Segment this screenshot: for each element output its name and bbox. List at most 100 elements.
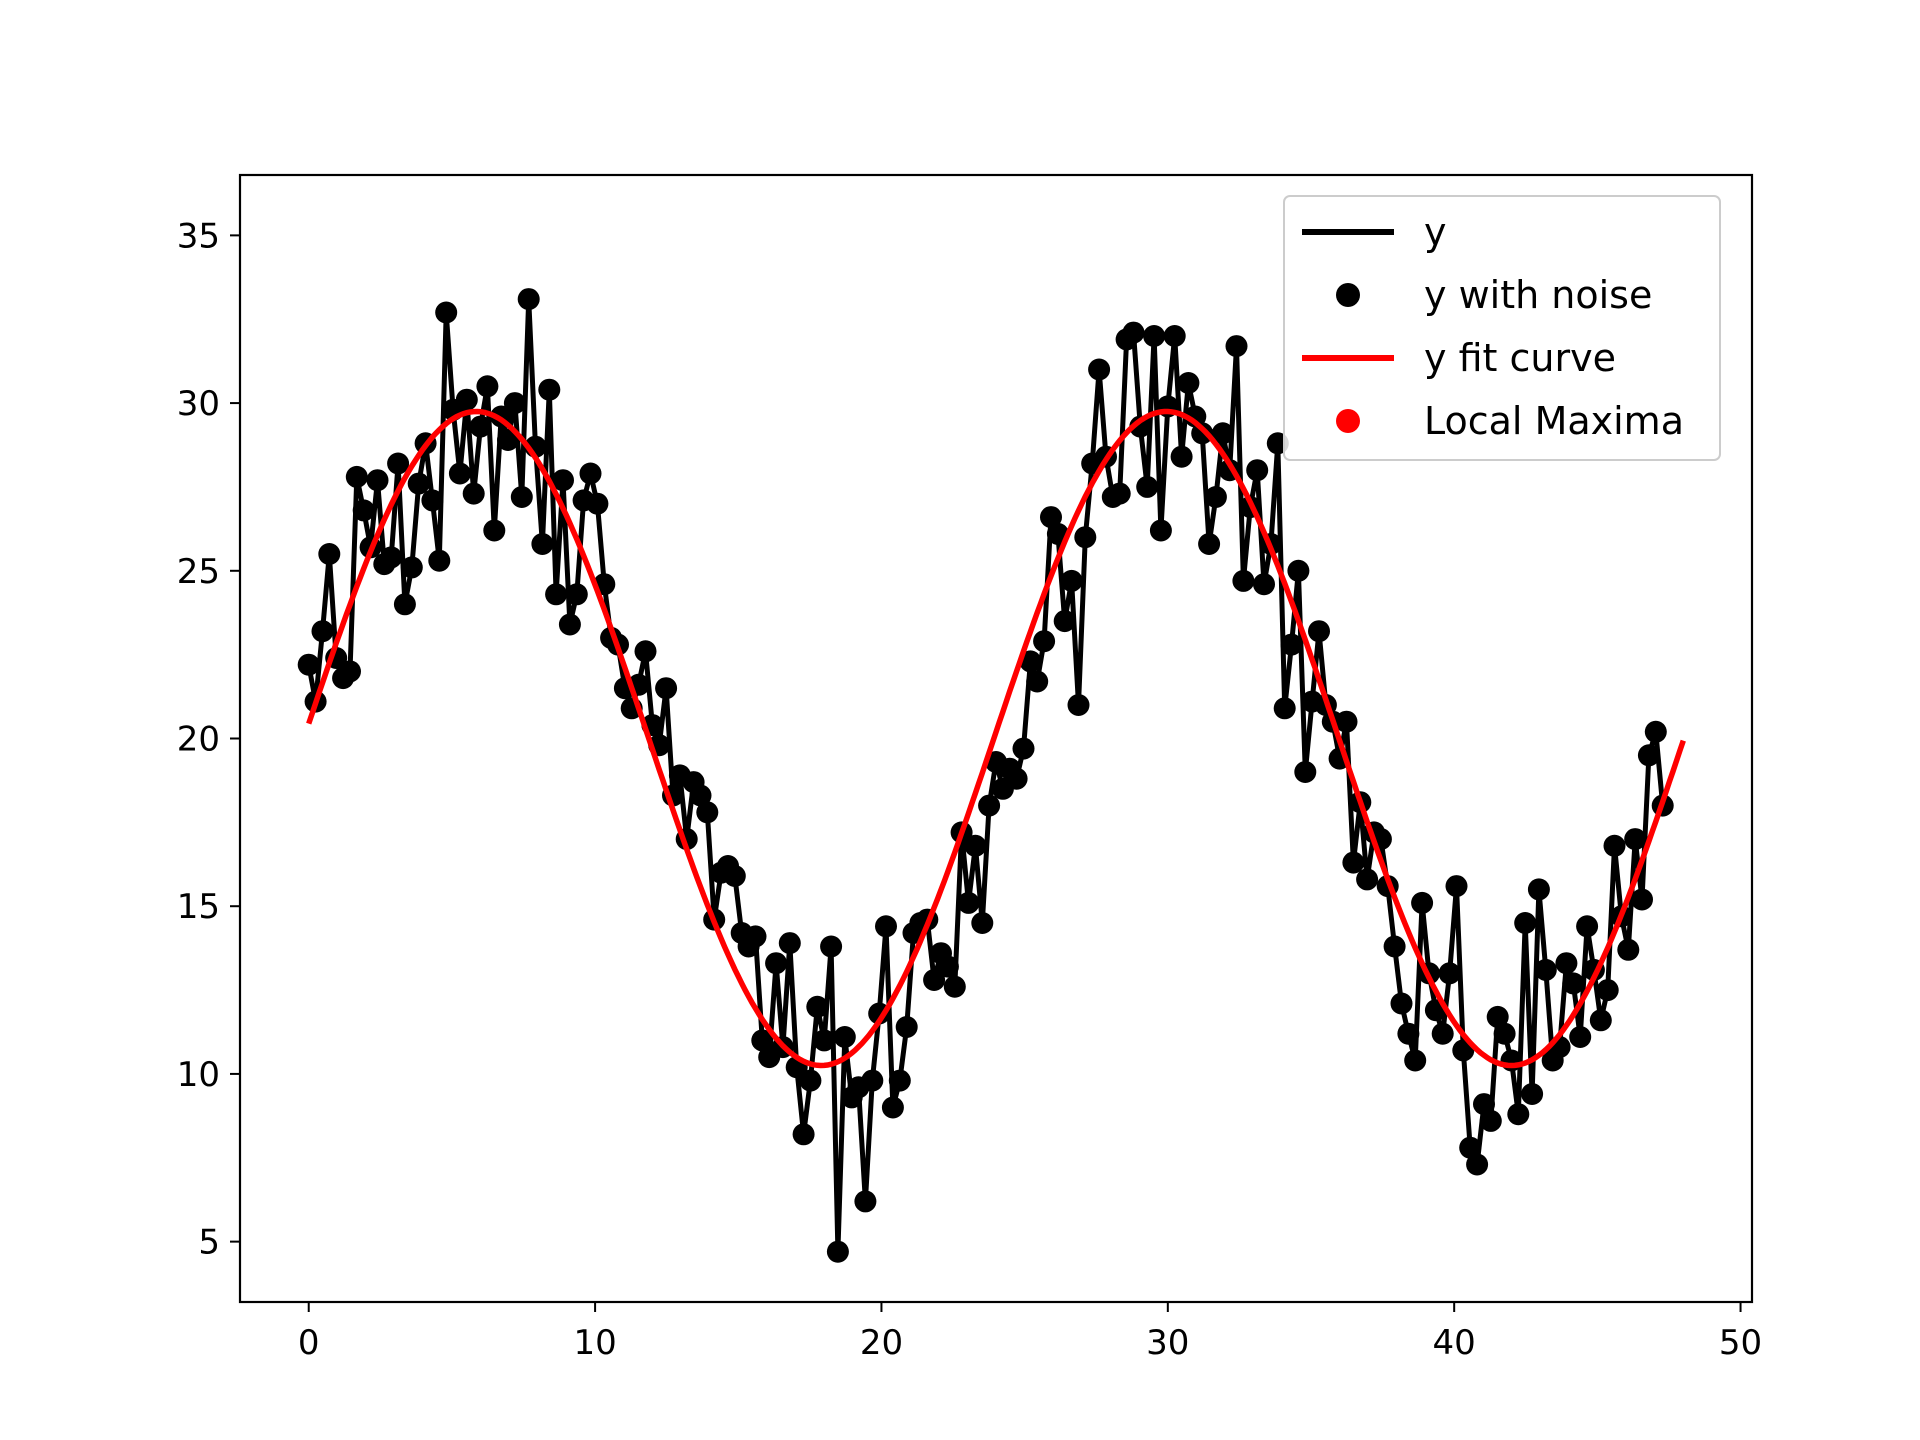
noise-point xyxy=(1005,767,1028,790)
noise-point xyxy=(1053,610,1076,633)
noise-point xyxy=(936,955,959,978)
y-tick-label: 35 xyxy=(177,216,220,256)
noise-point xyxy=(957,891,980,914)
noise-point xyxy=(1521,1083,1544,1105)
noise-point xyxy=(510,486,533,508)
noise-point xyxy=(655,677,678,700)
noise-point xyxy=(1445,875,1468,898)
y-tick-label: 5 xyxy=(198,1223,220,1263)
noise-point xyxy=(469,415,492,438)
noise-point xyxy=(1177,372,1200,394)
noise-point xyxy=(1644,720,1667,743)
noise-point xyxy=(1562,972,1585,995)
y-tick-label: 20 xyxy=(177,720,220,760)
noise-point xyxy=(1232,569,1255,592)
noise-point xyxy=(1060,569,1083,592)
noise-point xyxy=(1637,744,1660,767)
plot-area xyxy=(297,288,1686,1263)
noise-point xyxy=(799,1069,822,1092)
noise-point xyxy=(1136,475,1159,498)
noise-point xyxy=(318,543,341,565)
noise-point xyxy=(400,556,423,579)
noise-point xyxy=(978,794,1001,817)
noise-point xyxy=(1631,888,1653,911)
noise-point xyxy=(1356,868,1379,891)
noise-point xyxy=(861,1069,884,1092)
y-tick-label: 10 xyxy=(177,1055,220,1095)
noise-point xyxy=(1294,761,1317,783)
noise-point xyxy=(1211,422,1234,445)
noise-point xyxy=(558,613,581,636)
noise-point xyxy=(634,640,657,663)
noise-point xyxy=(339,660,361,683)
noise-point xyxy=(765,952,788,975)
noise-point xyxy=(1603,834,1626,857)
noise-point xyxy=(971,912,994,934)
noise-point xyxy=(483,519,506,542)
noise-point xyxy=(1397,1022,1420,1045)
noise-point xyxy=(545,583,568,606)
noise-point xyxy=(366,469,389,492)
noise-point xyxy=(1143,325,1166,347)
series-fit-curve xyxy=(306,408,1686,1069)
axes: 0 10 20 30 40 50 5 10 15 20 25 30 35 xyxy=(177,173,1762,1363)
noise-point xyxy=(586,492,609,515)
noise-point xyxy=(1466,1153,1489,1176)
noise-point xyxy=(1273,697,1296,720)
noise-point xyxy=(579,462,602,485)
noise-point xyxy=(813,1029,836,1052)
x-tick-label: 10 xyxy=(573,1323,616,1363)
legend: y y with noise y fit curve Local Maxima xyxy=(1283,195,1721,461)
x-tick-label: 30 xyxy=(1146,1323,1189,1363)
noise-point xyxy=(1074,526,1097,549)
legend-label: Local Maxima xyxy=(1424,399,1684,443)
noise-point xyxy=(497,429,519,451)
y-tick-label: 15 xyxy=(177,887,220,927)
noise-point xyxy=(1026,670,1049,693)
noise-point xyxy=(476,375,499,398)
noise-point xyxy=(1589,1009,1612,1032)
noise-point xyxy=(820,935,843,958)
noise-point xyxy=(1473,1093,1495,1116)
noise-point xyxy=(1204,486,1227,508)
plot-contents xyxy=(297,288,1686,1263)
noise-point xyxy=(1308,620,1330,643)
legend-label: y xyxy=(1424,210,1447,254)
noise-point xyxy=(1149,519,1172,542)
noise-point xyxy=(1170,445,1193,468)
noise-point xyxy=(517,288,540,311)
noise-point xyxy=(1342,851,1365,874)
noise-point xyxy=(895,1016,918,1038)
noise-point xyxy=(1493,1022,1516,1045)
noise-point xyxy=(1624,828,1647,851)
noise-point xyxy=(1280,633,1303,656)
noise-point xyxy=(1527,878,1550,901)
noise-point xyxy=(888,1069,911,1092)
noise-point xyxy=(881,1096,904,1119)
noise-point xyxy=(1129,415,1152,438)
noise-point xyxy=(826,1240,849,1263)
noise-point xyxy=(1569,1026,1592,1048)
noise-point xyxy=(421,489,444,512)
noise-point xyxy=(1486,1005,1509,1028)
noise-point xyxy=(352,499,375,522)
noise-point xyxy=(345,465,368,488)
noise-point xyxy=(1040,506,1062,529)
noise-point xyxy=(1122,321,1145,344)
legend-handle-noise xyxy=(1336,283,1360,307)
noise-point xyxy=(1459,1136,1482,1159)
noise-point xyxy=(1012,737,1035,760)
noise-point xyxy=(455,388,478,411)
noise-point xyxy=(387,452,410,475)
noise-point xyxy=(1253,573,1275,596)
noise-point xyxy=(552,469,574,492)
noise-point xyxy=(503,392,526,415)
noise-point xyxy=(1088,358,1111,381)
noise-point xyxy=(1431,1022,1454,1045)
x-tick-label: 50 xyxy=(1719,1323,1762,1363)
y-tick-label: 25 xyxy=(177,552,220,592)
noise-point xyxy=(1108,482,1131,505)
noise-point xyxy=(1596,979,1619,1002)
noise-point xyxy=(943,975,966,998)
